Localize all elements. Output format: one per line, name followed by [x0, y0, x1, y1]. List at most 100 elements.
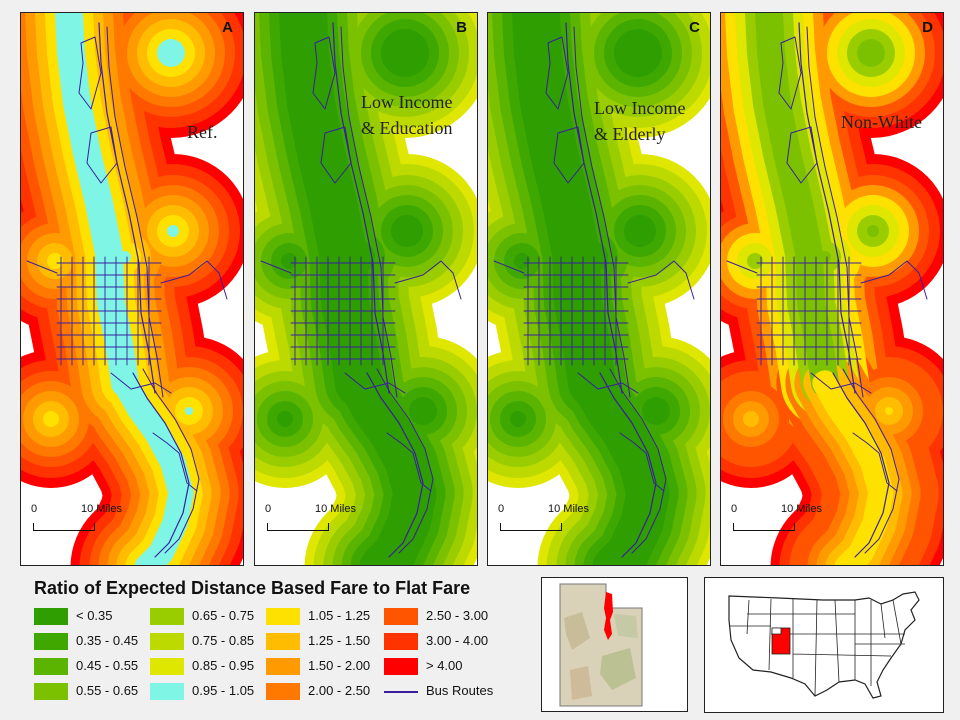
fare-band-bump [401, 225, 413, 237]
map-b [255, 13, 477, 565]
scale-max-c: 10 Miles [548, 503, 589, 515]
bus-route [366, 372, 424, 558]
fare-band-bump [167, 225, 179, 237]
legend-item: 0.65 - 0.75 [150, 608, 260, 625]
fare-band-bump [510, 411, 526, 427]
state-borders [729, 598, 905, 697]
scenario-label-c-line-2: & Elderly [594, 124, 666, 144]
bus-route [152, 432, 198, 492]
scale-max-a: 10 Miles [81, 503, 122, 515]
bus-route [376, 368, 434, 554]
bus-route-grid [523, 256, 629, 366]
fare-band-bump [867, 225, 879, 237]
legend-item: 0.35 - 0.45 [34, 633, 144, 650]
bus-route-grid [290, 256, 396, 366]
legend-swatch [150, 608, 184, 625]
scale-zero-c: 0 [498, 503, 505, 515]
panel-letter-b: B [456, 19, 467, 36]
legend-item: 1.50 - 2.00 [266, 658, 376, 675]
legend-item: 1.25 - 1.50 [266, 633, 376, 650]
bus-route [806, 26, 864, 398]
scale-zero-a: 0 [31, 503, 38, 515]
legend-label: 1.25 - 1.50 [308, 633, 371, 648]
panel-letter-a: A [222, 19, 233, 36]
bus-route [344, 372, 406, 394]
legend-item: 2.50 - 3.00 [384, 608, 494, 625]
legend-swatch [266, 633, 300, 650]
scale-max-b: 10 Miles [315, 503, 356, 515]
legend-label: 0.85 - 0.95 [192, 658, 255, 673]
usa-map [728, 591, 920, 699]
bus-route [142, 368, 200, 554]
legend-item: 0.85 - 0.95 [150, 658, 260, 675]
legend-label: 1.05 - 1.25 [308, 608, 371, 623]
bus-route [619, 432, 665, 492]
legend-item: 0.55 - 0.65 [34, 683, 144, 700]
scenario-label-a: Ref. [187, 119, 218, 145]
map-d [721, 13, 943, 565]
scenario-label-b: Low Income & Education [361, 89, 452, 141]
bus-route [332, 22, 390, 394]
panel-letter-c: C [689, 19, 700, 36]
bus-route [798, 22, 856, 394]
scenario-label-d: Non-White [841, 109, 922, 135]
bus-route [842, 368, 900, 554]
scale-line-a [33, 523, 95, 531]
legend-label: 1.50 - 2.00 [308, 658, 371, 673]
utah-study-area [604, 592, 613, 640]
scenario-label-c-line-1: Low Income [594, 98, 686, 118]
bus-route [106, 26, 164, 398]
map-panel-c: C Low Income & Elderly 0 10 Miles [487, 12, 711, 566]
legend-swatch [266, 608, 300, 625]
bus-route [573, 26, 631, 398]
scenario-label-b-line-2: & Education [361, 118, 453, 138]
bus-route-spur [260, 260, 292, 274]
legend-item: 0.75 - 0.85 [150, 633, 260, 650]
bus-route [132, 372, 190, 558]
scale-zero-b: 0 [265, 503, 272, 515]
bus-route [110, 372, 172, 394]
bus-route [577, 372, 639, 394]
bus-route-spur [394, 260, 462, 300]
scalebar-b: 0 10 Miles [263, 501, 383, 541]
map-panel-d: D Non-White 0 10 Miles [720, 12, 944, 566]
usa-outline [728, 591, 920, 699]
bus-route [832, 372, 890, 558]
fare-band-bump [43, 411, 59, 427]
legend-item: 2.00 - 2.50 [266, 683, 376, 700]
legend-swatch [34, 608, 68, 625]
legend-label: < 0.35 [76, 608, 113, 623]
fare-band-bump [586, 251, 598, 263]
fare-band-bump [47, 253, 63, 269]
legend-swatch [150, 658, 184, 675]
bus-route [78, 36, 118, 184]
utah-terrain-1 [564, 612, 590, 650]
legend-label: 0.45 - 0.55 [76, 658, 139, 673]
bus-route-spur [160, 260, 228, 300]
fare-band-bump [743, 411, 759, 427]
legend-item: < 0.35 [34, 608, 144, 625]
legend-swatch [34, 633, 68, 650]
legend-item: > 4.00 [384, 658, 494, 675]
legend-item: 3.00 - 4.00 [384, 633, 494, 650]
scale-zero-d: 0 [731, 503, 738, 515]
bus-route [599, 372, 657, 558]
legend-item: 0.95 - 1.05 [150, 683, 260, 700]
bus-route-spur [627, 260, 695, 300]
bus-route [312, 36, 352, 184]
utah-inset-map [541, 577, 688, 712]
fare-band-bump [857, 39, 885, 67]
map-panel-b: B Low Income & Education 0 10 Miles [254, 12, 478, 566]
fare-band-bump [185, 407, 193, 415]
scalebar-c: 0 10 Miles [496, 501, 616, 541]
scale-line-c [500, 523, 562, 531]
bus-route [565, 22, 623, 394]
legend-label: 2.00 - 2.50 [308, 683, 371, 698]
legend-swatch [384, 608, 418, 625]
bus-route-spur [26, 260, 58, 274]
fare-band-bump [281, 253, 297, 269]
fare-band-bump [157, 39, 185, 67]
legend-item: Bus Routes [384, 683, 494, 700]
fare-band-bump [277, 411, 293, 427]
legend-label: Bus Routes [426, 683, 494, 698]
